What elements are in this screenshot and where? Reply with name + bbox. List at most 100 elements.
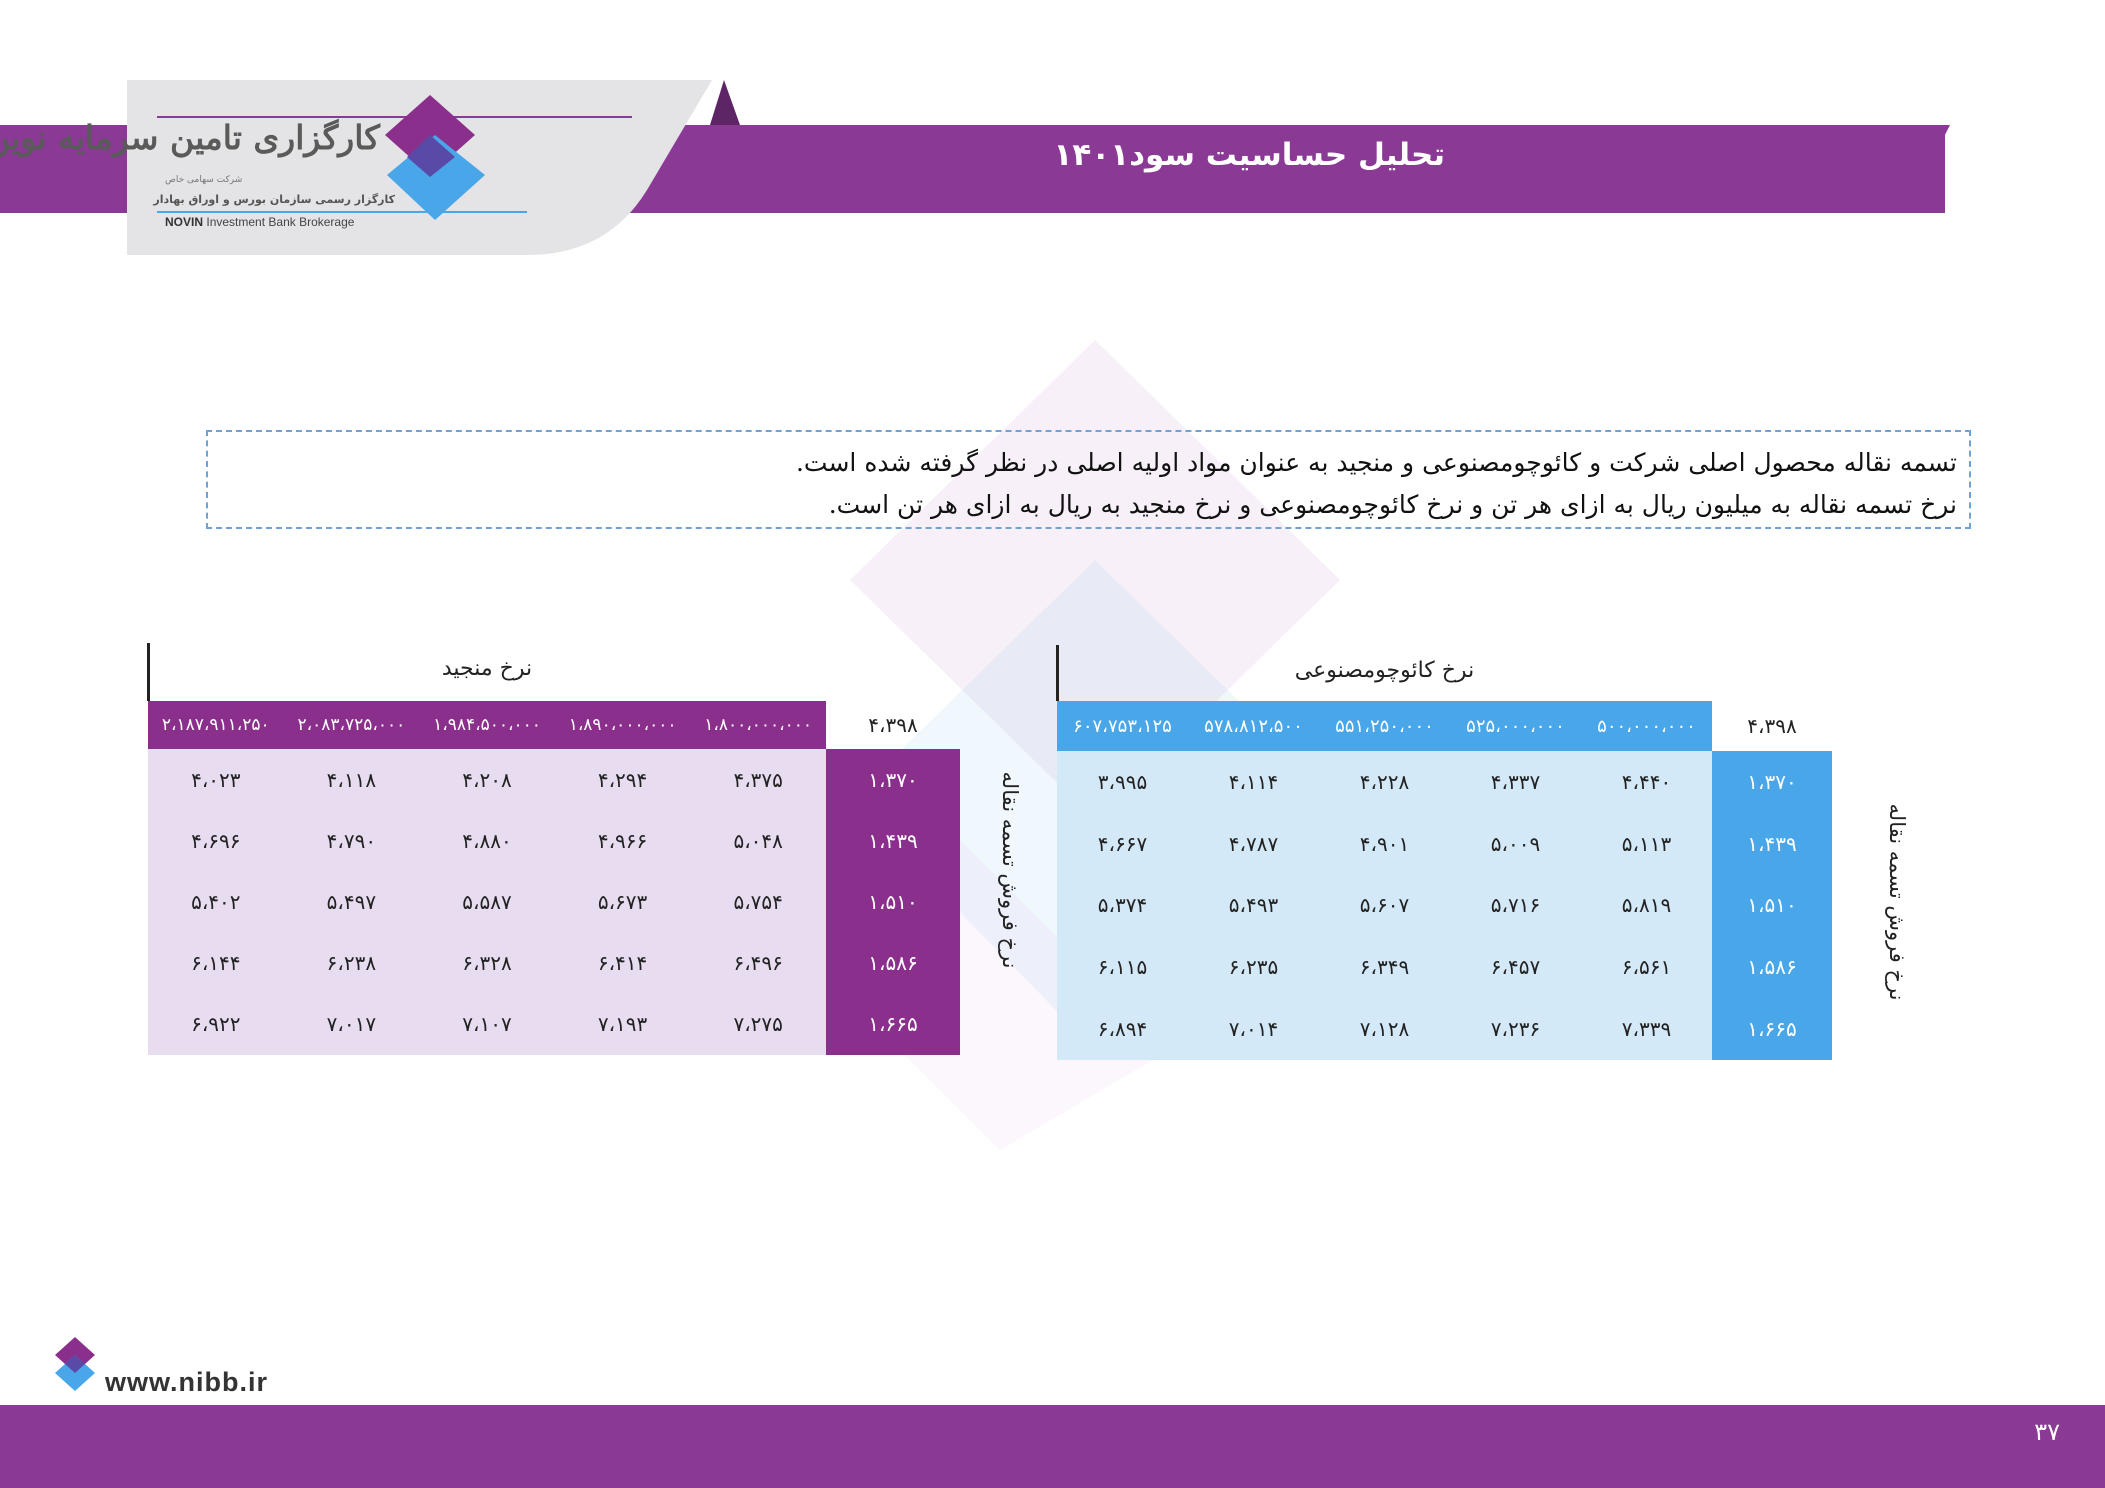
logo-tagline: کارگزار رسمی سازمان بورس و اوراق بهادار [153,193,395,206]
table-row: ۵،۳۷۴ ۵،۴۹۳ ۵،۶۰۷ ۵،۷۱۶ ۵،۸۱۹ [1057,875,1712,937]
right-row-headers: ۱،۳۷۰ ۱،۴۳۹ ۱،۵۱۰ ۱،۵۸۶ ۱،۶۶۵ [1712,751,1832,1060]
right-row-header: ۱،۳۷۰ [1747,769,1797,794]
table-cell: ۶،۲۳۵ [1228,955,1279,980]
logo-english-bold: NOVIN [165,215,204,229]
right-table-bar [1056,645,1059,701]
left-row-headers: ۱،۳۷۰ ۱،۴۳۹ ۱،۵۱۰ ۱،۵۸۶ ۱،۶۶۵ [826,749,960,1055]
table-cell: ۵،۶۰۷ [1359,893,1410,918]
right-row-header: ۱،۴۳۹ [1747,831,1797,856]
table-cell: ۵،۰۴۸ [733,828,783,853]
table-row: ۶،۱۴۴ ۶،۲۳۸ ۶،۳۲۸ ۶،۴۱۴ ۶،۴۹۶ [148,933,826,994]
table-cell: ۷،۱۰۷ [462,1012,512,1037]
left-row-header: ۱،۶۶۵ [868,1012,918,1037]
table-cell: ۵،۱۱۳ [1621,831,1672,856]
table-cell: ۷،۰۱۴ [1228,1017,1279,1042]
table-cell: ۵،۸۱۹ [1621,893,1672,918]
table-cell: ۴،۶۶۷ [1097,831,1148,856]
site-url: www.nibb.ir [105,1367,268,1397]
logo-english-rest: Investment Bank Brokerage [206,215,355,229]
left-row-header: ۱،۵۸۶ [868,951,918,976]
table-cell: ۴،۷۸۷ [1228,831,1279,856]
footer-band [0,1405,2105,1488]
right-corner-value: ۴،۳۹۸ [1747,714,1797,738]
info-box: تسمه نقاله محصول اصلی شرکت و کائوچومصنوع… [206,430,1971,529]
table-cell: ۴،۳۳۷ [1490,769,1541,794]
table-cell: ۵،۳۷۴ [1097,893,1148,918]
table-row: ۶،۹۲۲ ۷،۰۱۷ ۷،۱۰۷ ۷،۱۹۳ ۷،۲۷۵ [148,994,826,1055]
left-side-label: نرخ فروش تسمه نقاله [998,771,1022,969]
table-cell: ۵،۴۹۷ [326,889,377,914]
right-row-header: ۱،۵۱۰ [1747,893,1797,918]
table-cell: ۴،۴۴۰ [1621,769,1672,794]
left-col-header: ۲،۰۸۳،۷۲۵،۰۰۰ [297,715,406,735]
page-title: تحلیل حساسیت سود۱۴۰۱ [1053,137,1445,173]
right-table-body: ۳،۹۹۵ ۴،۱۱۴ ۴،۲۲۸ ۴،۳۳۷ ۴،۴۴۰ ۴،۶۶۷ ۴،۷۸… [1057,751,1712,1060]
logo-subtitle: شرکت سهامی خاص [165,175,243,185]
table-cell: ۵،۴۹۳ [1228,893,1279,918]
table-row: ۵،۴۰۲ ۵،۴۹۷ ۵،۵۸۷ ۵،۶۷۳ ۵،۷۵۴ [148,871,826,932]
table-cell: ۵،۷۵۴ [733,889,783,914]
right-col-header: ۵۷۸،۸۱۲،۵۰۰ [1204,715,1303,737]
right-table-title: نرخ کائوچومصنوعی [1294,658,1475,683]
table-cell: ۶،۱۴۴ [191,951,241,976]
table-cell: ۵،۵۸۷ [462,889,512,914]
logo-english: NOVIN Investment Bank Brokerage [165,215,354,229]
right-row-header: ۱،۵۸۶ [1747,955,1797,980]
header-notch [710,80,740,125]
table-cell: ۴،۸۸۰ [462,828,512,853]
table-cell: ۶،۴۵۷ [1490,955,1541,980]
table-cell: ۴،۲۹۴ [597,767,648,792]
table-cell: ۶،۳۲۸ [462,951,512,976]
table-cell: ۷،۲۳۶ [1490,1017,1541,1042]
table-cell: ۷،۲۷۵ [733,1012,783,1037]
left-col-header: ۲،۱۸۷،۹۱۱،۲۵۰ [161,715,270,735]
header-band-tip [1905,125,1950,213]
table-cell: ۶،۴۹۶ [733,951,783,976]
left-col-header: ۱،۹۸۴،۵۰۰،۰۰۰ [433,715,541,735]
table-cell: ۴،۰۲۳ [191,767,241,792]
left-col-header: ۱،۸۹۰،۰۰۰،۰۰۰ [568,715,677,735]
left-column-headers: ۲،۱۸۷،۹۱۱،۲۵۰ ۲،۰۸۳،۷۲۵،۰۰۰ ۱،۹۸۴،۵۰۰،۰۰… [148,701,826,749]
table-cell: ۷،۱۹۳ [597,1012,648,1037]
table-row: ۳،۹۹۵ ۴،۱۱۴ ۴،۲۲۸ ۴،۳۳۷ ۴،۴۴۰ [1057,751,1712,813]
table-cell: ۶،۳۴۹ [1359,955,1410,980]
table-row: ۴،۶۶۷ ۴،۷۸۷ ۴،۹۰۱ ۵،۰۰۹ ۵،۱۱۳ [1057,813,1712,875]
table-cell: ۴،۹۶۶ [597,828,648,853]
table-cell: ۶،۴۱۴ [597,951,648,976]
right-row-header: ۱،۶۶۵ [1747,1017,1797,1042]
table-row: ۴،۶۹۶ ۴،۷۹۰ ۴،۸۸۰ ۴،۹۶۶ ۵،۰۴۸ [148,810,826,871]
info-line-2: نرخ تسمه نقاله به میلیون ریال به ازای هر… [828,490,1957,519]
left-row-header: ۱،۵۱۰ [868,889,918,914]
right-col-header: ۵۵۱،۲۵۰،۰۰۰ [1335,715,1434,737]
right-col-header: ۵۰۰،۰۰۰،۰۰۰ [1597,715,1696,737]
table-cell: ۴،۳۷۵ [733,767,783,792]
table-cell: ۵،۶۷۳ [597,889,648,914]
table-cell: ۶،۹۲۲ [191,1012,241,1037]
table-cell: ۴،۲۲۸ [1359,769,1410,794]
left-row-header: ۱،۳۷۰ [868,767,918,792]
table-cell: ۶،۸۹۴ [1097,1017,1148,1042]
logo-mark-icon [385,95,485,220]
table-cell: ۶،۲۳۸ [326,951,377,976]
table-cell: ۴،۶۹۶ [191,828,241,853]
table-cell: ۷،۱۲۸ [1359,1017,1410,1042]
table-cell: ۶،۱۱۵ [1097,955,1148,980]
table-row: ۶،۱۱۵ ۶،۲۳۵ ۶،۳۴۹ ۶،۴۵۷ ۶،۵۶۱ [1057,936,1712,998]
logo-name: کارگزاری تامین سرمایه نوین [0,118,380,157]
left-col-header: ۱،۸۰۰،۰۰۰،۰۰۰ [704,715,813,735]
left-row-header: ۱،۴۳۹ [868,828,918,853]
right-column-headers: ۶۰۷،۷۵۳،۱۲۵ ۵۷۸،۸۱۲،۵۰۰ ۵۵۱،۲۵۰،۰۰۰ ۵۲۵،… [1057,701,1712,751]
info-line-1: تسمه نقاله محصول اصلی شرکت و کائوچومصنوع… [795,448,1957,477]
table-cell: ۵،۰۰۹ [1490,831,1541,856]
left-table-body: ۴،۰۲۳ ۴،۱۱۸ ۴،۲۰۸ ۴،۲۹۴ ۴،۳۷۵ ۴،۶۹۶ ۴،۷۹… [148,749,826,1055]
left-table-title: نرخ منجید [441,656,533,681]
table-row: ۴،۰۲۳ ۴،۱۱۸ ۴،۲۰۸ ۴،۲۹۴ ۴،۳۷۵ [148,749,826,810]
footer-logo-icon [55,1337,95,1391]
left-corner-value: ۴،۳۹۸ [868,713,918,737]
table-cell: ۷،۰۱۷ [326,1012,377,1037]
table-cell: ۴،۱۱۴ [1228,769,1279,794]
table-row: ۶،۸۹۴ ۷،۰۱۴ ۷،۱۲۸ ۷،۲۳۶ ۷،۳۳۹ [1057,998,1712,1060]
left-table-bar [147,643,150,701]
table-cell: ۷،۳۳۹ [1621,1017,1672,1042]
table-cell: ۳،۹۹۵ [1097,769,1148,794]
